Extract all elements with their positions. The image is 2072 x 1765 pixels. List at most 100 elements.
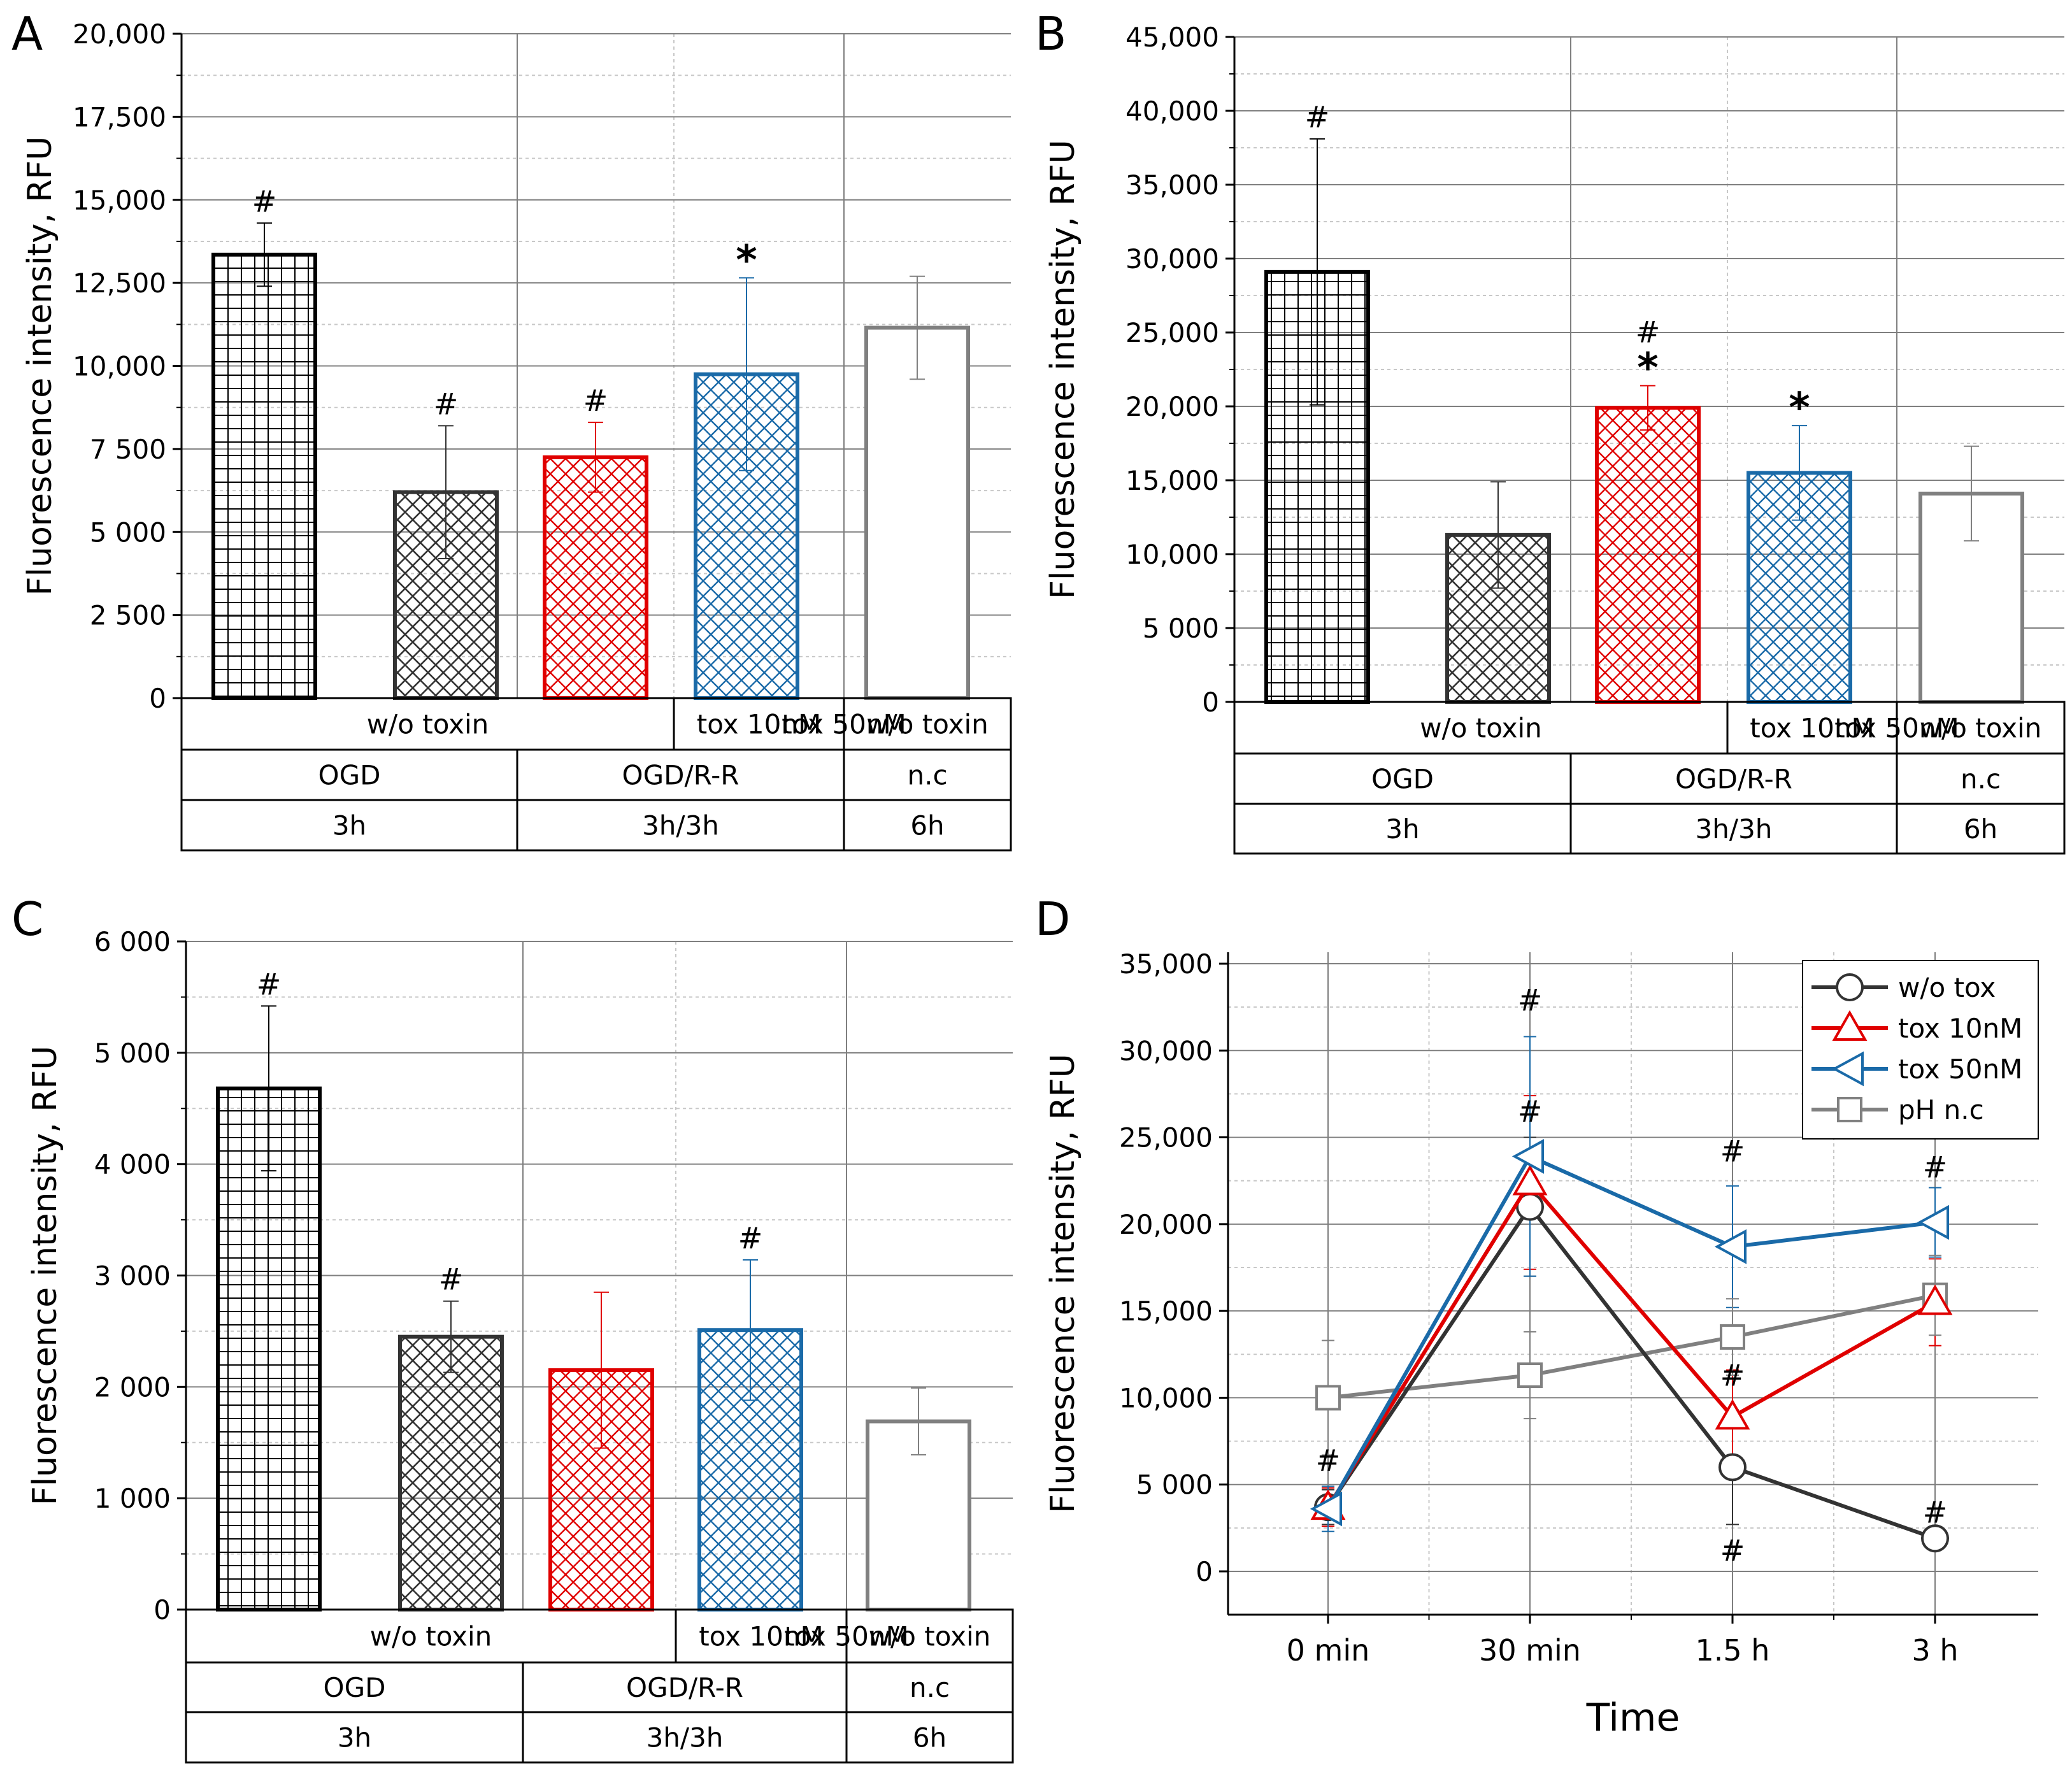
significance-hash: # bbox=[1923, 1496, 1948, 1530]
data-point bbox=[1714, 1229, 1747, 1264]
table-cell-duration: 6h bbox=[910, 810, 944, 841]
y-tick-label: 5 000 bbox=[94, 1038, 171, 1069]
panel-label-d: D bbox=[1035, 892, 1070, 946]
significance-hash: # bbox=[583, 383, 608, 418]
table-cell-duration: 3h/3h bbox=[642, 810, 719, 841]
table-cell-duration: 6h bbox=[1964, 813, 1997, 845]
significance-hash: # bbox=[439, 1262, 464, 1297]
data-point bbox=[1512, 1164, 1548, 1196]
data-point bbox=[1315, 1385, 1341, 1411]
y-tick-label: 1 000 bbox=[94, 1483, 171, 1514]
significance-hash: # bbox=[1720, 1134, 1745, 1169]
series-line bbox=[1327, 1293, 1936, 1400]
table-cell-treatment: w/o toxin bbox=[869, 1621, 991, 1652]
condition-table bbox=[1233, 701, 2066, 855]
y-tick-label: 0 bbox=[1202, 687, 1219, 718]
y-tick-label: 15,000 bbox=[73, 185, 166, 216]
y-tick-label: 3 000 bbox=[94, 1261, 171, 1292]
table-cell-condition: n.c bbox=[1961, 764, 2001, 795]
significance-hash: # bbox=[1720, 1534, 1745, 1568]
data-point bbox=[1917, 1204, 1949, 1240]
y-axis-label: Fluorescence intensity, RFU bbox=[26, 1046, 64, 1506]
significance-hash: # bbox=[1636, 315, 1661, 350]
condition-table bbox=[180, 697, 1012, 852]
table-cell-duration: 6h bbox=[913, 1722, 947, 1754]
y-tick-label: 10,000 bbox=[73, 351, 166, 382]
y-tick-label: 17,500 bbox=[73, 101, 166, 132]
data-point bbox=[1715, 1399, 1750, 1430]
table-cell-condition: OGD/R-R bbox=[622, 760, 739, 791]
data-point bbox=[1511, 1139, 1544, 1174]
y-tick-label: 25,000 bbox=[1119, 1122, 1213, 1154]
series-line bbox=[1326, 1203, 1936, 1541]
y-tick-label: 40,000 bbox=[1125, 96, 1219, 127]
significance-star: * bbox=[1789, 385, 1810, 432]
legend-label: tox 10nM bbox=[1898, 1013, 2022, 1044]
table-cell-condition: OGD/R-R bbox=[626, 1672, 743, 1703]
x-tick-label: 3 h bbox=[1911, 1633, 1958, 1668]
x-tick-label: 0 min bbox=[1287, 1633, 1370, 1668]
table-cell-condition: OGD bbox=[318, 760, 381, 791]
bar bbox=[211, 252, 317, 700]
y-tick-label: 45,000 bbox=[1125, 22, 1219, 53]
y-tick-label: 20,000 bbox=[73, 18, 166, 50]
significance-star: * bbox=[736, 237, 757, 284]
data-point bbox=[1718, 1453, 1747, 1482]
y-tick-label: 0 bbox=[149, 683, 166, 714]
bar bbox=[216, 1086, 322, 1611]
table-cell-treatment: tox 50nM bbox=[784, 1621, 908, 1652]
table-cell-treatment: w/o toxin bbox=[1420, 713, 1542, 744]
data-point bbox=[1921, 1524, 1949, 1553]
bar bbox=[543, 455, 648, 700]
table-cell-duration: 3h/3h bbox=[1696, 813, 1773, 845]
y-tick-label: 5 000 bbox=[90, 517, 166, 548]
panel-c-bar-chart: 0 1 000 2 000 3 000 4 000 5 000 6 000 Fluoresce… bbox=[26, 926, 1014, 1764]
y-tick-label: 15,000 bbox=[1119, 1296, 1213, 1327]
data-point bbox=[1917, 1284, 1953, 1315]
data-point bbox=[1517, 1362, 1543, 1388]
significance-hash: # bbox=[1720, 1358, 1745, 1392]
y-tick-label: 0 bbox=[1196, 1556, 1213, 1587]
panel-a-bar-chart: 0 2 500 5 000 7 500 10,000 12,500 15,000 17,500… bbox=[21, 18, 1012, 852]
significance-hash: # bbox=[252, 184, 277, 218]
y-tick-label: 4 000 bbox=[94, 1149, 171, 1180]
x-tick-label: 30 min bbox=[1479, 1633, 1581, 1668]
y-tick-label: 35,000 bbox=[1119, 948, 1213, 980]
y-tick-label: 35,000 bbox=[1125, 169, 1219, 201]
legend-label: w/o tox bbox=[1898, 972, 1996, 1003]
table-cell-condition: OGD/R-R bbox=[1675, 764, 1792, 795]
significance-hash: # bbox=[1923, 1150, 1948, 1184]
table-cell-treatment: w/o toxin bbox=[1920, 713, 2042, 744]
table-cell-duration: 3h bbox=[338, 1722, 371, 1754]
table-cell-duration: 3h bbox=[332, 810, 366, 841]
table-cell-treatment: w/o toxin bbox=[866, 709, 989, 740]
series-line bbox=[1326, 1154, 1936, 1510]
table-cell-condition: n.c bbox=[910, 1672, 950, 1703]
table-cell-condition: OGD bbox=[1371, 764, 1434, 795]
y-axis-label: Fluorescence intensity, RFU bbox=[21, 136, 59, 596]
table-cell-condition: n.c bbox=[907, 760, 947, 791]
legend-marker bbox=[1836, 973, 1864, 1001]
significance-hash: # bbox=[1518, 1094, 1543, 1129]
x-tick-label: 1.5 h bbox=[1696, 1633, 1770, 1668]
table-cell-treatment: tox 50nM bbox=[1834, 713, 1959, 744]
significance-hash: # bbox=[1518, 983, 1543, 1018]
y-tick-label: 7 500 bbox=[90, 434, 166, 465]
y-tick-label: 5 000 bbox=[1136, 1469, 1213, 1501]
legend-marker bbox=[1837, 1097, 1862, 1122]
bar bbox=[1595, 406, 1701, 704]
y-axis-label: Fluorescence intensity, RFU bbox=[1044, 139, 1082, 599]
legend-marker bbox=[1832, 1010, 1868, 1041]
panel-label-c: C bbox=[11, 892, 43, 946]
significance-hash: # bbox=[1316, 1443, 1341, 1478]
table-cell-treatment: w/o toxin bbox=[367, 709, 489, 740]
panel-d-line-chart: 0 5 000 10,000 15,000 20,000 25,000 30,000 35,0… bbox=[1044, 948, 2039, 1740]
significance-hash: # bbox=[257, 967, 282, 1001]
condition-table bbox=[185, 1608, 1014, 1764]
y-tick-label: 20,000 bbox=[1125, 391, 1219, 422]
significance-hash: # bbox=[1305, 100, 1330, 134]
table-cell-duration: 3h/3h bbox=[647, 1722, 724, 1754]
significance-star: * bbox=[1637, 345, 1658, 392]
table-cell-duration: 3h bbox=[1385, 813, 1419, 845]
